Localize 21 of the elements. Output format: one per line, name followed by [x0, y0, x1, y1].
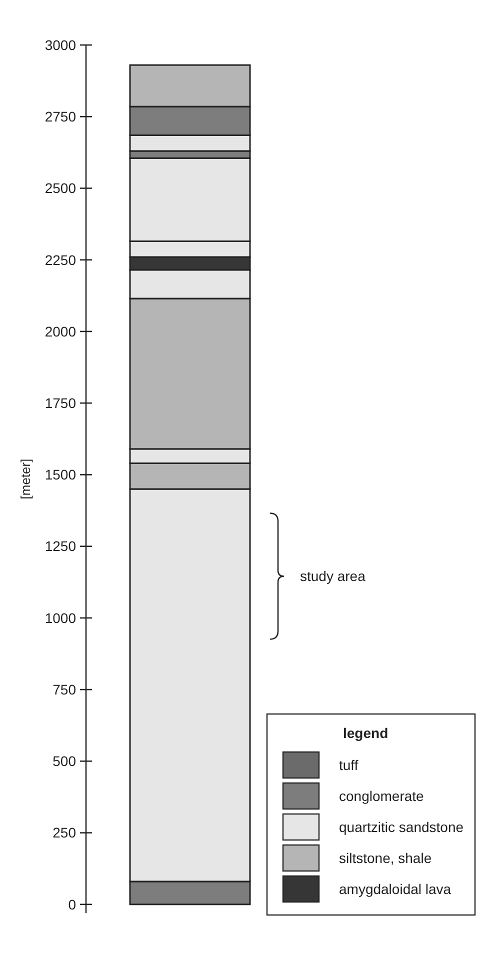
legend-label: amygdaloidal lava: [339, 880, 452, 897]
legend-label: quartzitic sandstone: [339, 818, 464, 835]
y-tick-label: 250: [52, 824, 76, 841]
y-tick-label: 500: [52, 753, 76, 770]
y-tick-label: 2500: [44, 180, 76, 196]
y-tick-label: 0: [68, 896, 76, 912]
y-tick-label: 1250: [44, 538, 76, 554]
legend-label: conglomerate: [339, 788, 424, 804]
y-tick-label: 1750: [44, 394, 76, 411]
y-axis-title: [meter]: [18, 458, 33, 500]
legend-label: siltstone, shale: [339, 850, 432, 866]
text: study area: [300, 568, 366, 584]
text: tuff: [339, 756, 358, 773]
y-tick-label: 750: [52, 681, 76, 698]
legend-title: legend: [343, 725, 388, 741]
y-tick-label: 1000: [44, 610, 76, 626]
y-tick-label: 2750: [44, 108, 76, 125]
y-tick-label: 2250: [44, 252, 76, 268]
y-tick-label: 3000: [44, 36, 76, 53]
y-tick-label: 1500: [44, 466, 76, 483]
y-tick-label: 2000: [44, 323, 76, 340]
